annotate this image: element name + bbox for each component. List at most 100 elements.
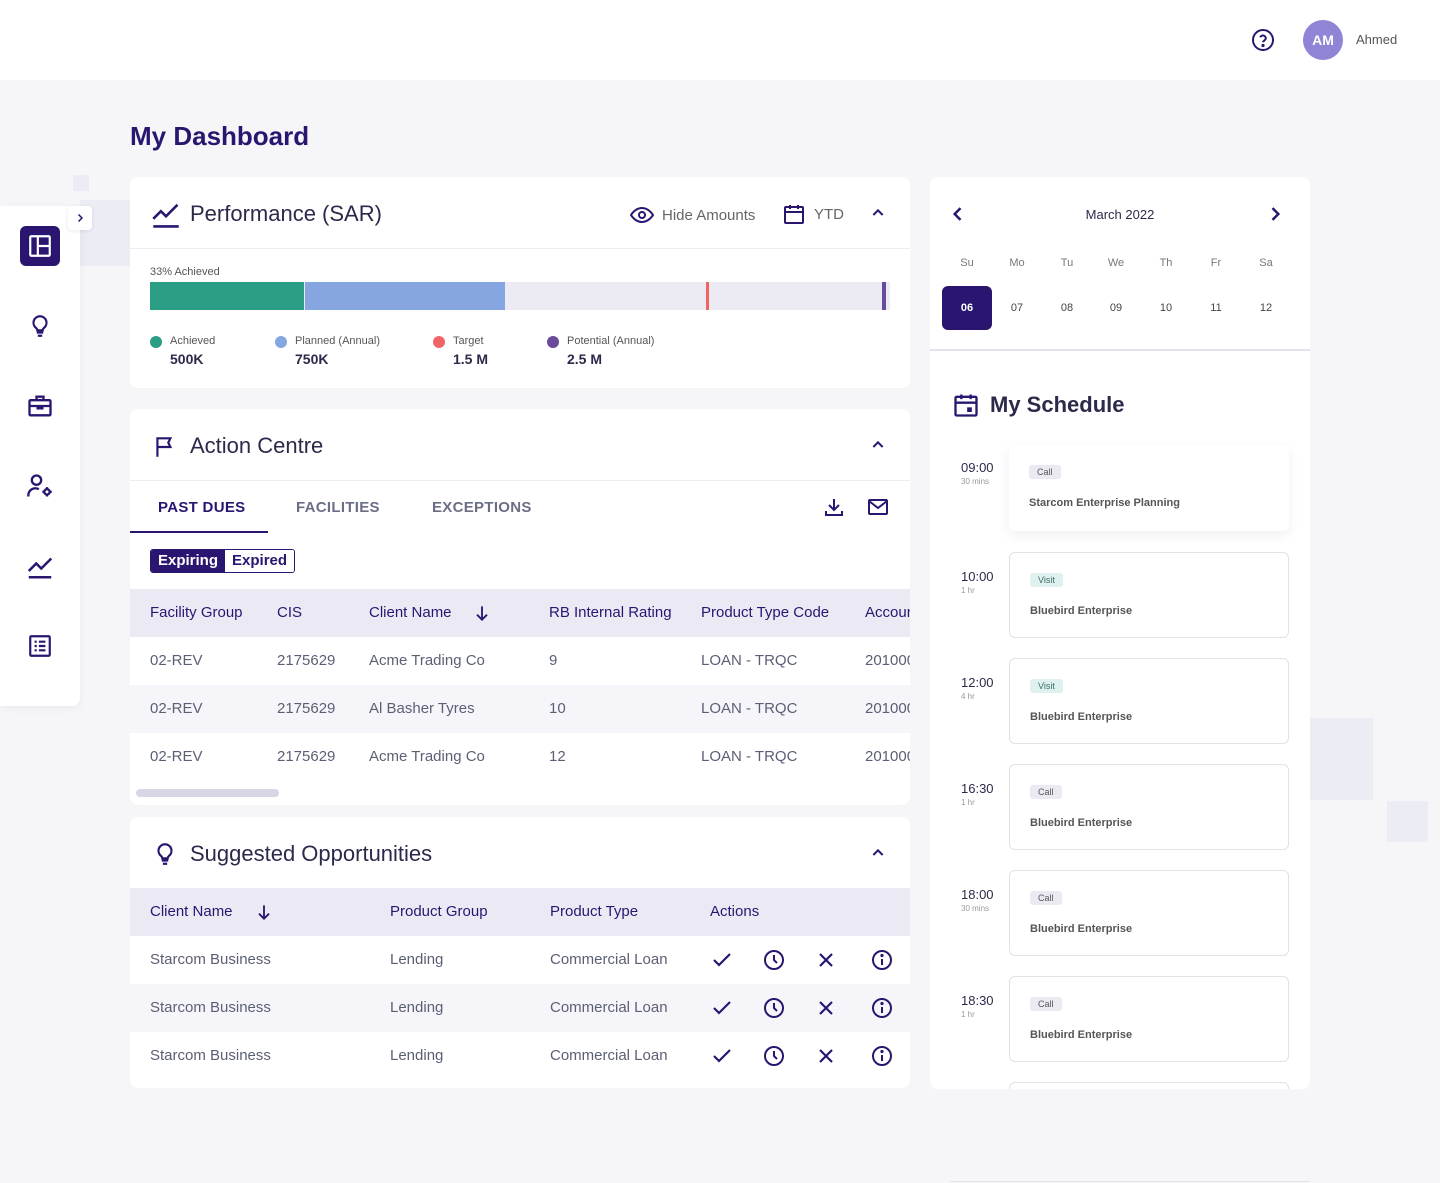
column-header[interactable]: Client Name [369, 604, 452, 621]
performance-card: Performance (SAR) Hide Amounts YTD 33% A… [130, 177, 910, 388]
check-icon[interactable] [710, 948, 734, 972]
legend-label: Potential (Annual) [567, 335, 655, 347]
eye-icon [630, 206, 654, 224]
calendar-day[interactable]: 09 [1109, 302, 1123, 314]
event-card-partial[interactable] [1009, 1082, 1289, 1089]
table-row[interactable]: 02-REV 2175629 Acme Trading Co 12 LOAN -… [130, 733, 910, 781]
calendar-month-label: March 2022 [1085, 207, 1155, 222]
flag-icon [156, 437, 173, 457]
column-header[interactable]: Product Group [390, 903, 488, 920]
event-card[interactable]: Visit Bluebird Enterprise [1009, 552, 1289, 638]
close-icon[interactable] [814, 948, 838, 972]
cell-client-name: Starcom Business [150, 951, 271, 968]
calendar-day[interactable]: 10 [1159, 302, 1173, 314]
tab-exceptions[interactable]: EXCEPTIONS [432, 499, 532, 516]
event-card[interactable]: Call Bluebird Enterprise [1009, 870, 1289, 956]
toggle-expired[interactable]: Expired [225, 550, 295, 572]
cell-account: 2010001 [865, 700, 910, 717]
chevron-left-icon[interactable] [948, 204, 968, 224]
table-row[interactable]: Starcom Business Lending Commercial Loan [130, 1032, 910, 1080]
tab-past-dues[interactable]: PAST DUES [158, 499, 246, 516]
sort-down-icon[interactable] [472, 603, 492, 623]
sidebar-expand-button[interactable] [68, 206, 92, 230]
achieved-percent: 33% Achieved [150, 266, 220, 278]
avatar[interactable]: AM [1303, 20, 1343, 60]
event-title: Bluebird Enterprise [1030, 605, 1133, 617]
calendar-day[interactable]: 08 [1060, 302, 1074, 314]
toggle-expiring[interactable]: Expiring [151, 550, 226, 572]
mail-icon[interactable] [866, 495, 890, 519]
calendar-weekday: Th [1159, 257, 1173, 269]
cell-client-name: Starcom Business [150, 1047, 271, 1064]
column-header[interactable]: Product Type Code [701, 604, 830, 621]
chevron-right-icon[interactable] [1265, 204, 1285, 224]
legend-value: 1.5 M [453, 351, 489, 367]
event-card[interactable]: Call Bluebird Enterprise [1009, 976, 1289, 1062]
event-card[interactable]: Visit Bluebird Enterprise [1009, 658, 1289, 744]
calendar-weekday: Fr [1210, 257, 1222, 269]
download-icon[interactable] [822, 495, 846, 519]
event-time: 10:00 [961, 569, 994, 584]
event-card[interactable]: Call Bluebird Enterprise [1009, 764, 1289, 850]
info-icon[interactable] [870, 948, 894, 972]
column-header[interactable]: Client Name [150, 903, 233, 920]
sort-down-icon[interactable] [254, 902, 274, 922]
schedule-title: My Schedule [990, 392, 1125, 417]
nav-user-settings[interactable] [20, 466, 60, 506]
calendar-weekday: We [1107, 257, 1125, 269]
chevron-up-icon[interactable] [870, 845, 886, 861]
past-dues-table: Facility Group CIS Client Name RB Intern… [130, 589, 910, 781]
table-row[interactable]: Starcom Business Lending Commercial Loan [130, 936, 910, 984]
cell-facility-group: 02-REV [150, 652, 203, 669]
event-time: 18:00 [961, 887, 994, 902]
page-title: My Dashboard [130, 121, 310, 151]
column-header[interactable]: Facility Group [150, 604, 243, 621]
list-icon [29, 635, 51, 657]
chevron-up-icon[interactable] [870, 205, 886, 221]
nav-reports[interactable] [20, 626, 60, 666]
nav-dashboard[interactable] [20, 226, 60, 266]
close-icon[interactable] [814, 996, 838, 1020]
nav-opportunities[interactable] [20, 306, 60, 346]
check-icon[interactable] [710, 996, 734, 1020]
table-row[interactable]: Starcom Business Lending Commercial Loan [130, 984, 910, 1032]
trend-icon [27, 557, 53, 579]
clock-icon[interactable] [762, 996, 786, 1020]
cell-product-group: Lending [390, 999, 444, 1016]
legend-dot [547, 336, 559, 348]
user-gear-icon [27, 474, 52, 497]
calendar-day[interactable]: 07 [1010, 302, 1024, 314]
info-icon[interactable] [870, 1044, 894, 1068]
check-icon[interactable] [710, 1044, 734, 1068]
horizontal-scrollbar[interactable] [136, 789, 279, 797]
clock-icon[interactable] [762, 1044, 786, 1068]
tab-facilities[interactable]: FACILITIES [296, 499, 380, 516]
hide-amounts-label: Hide Amounts [662, 206, 756, 224]
info-icon[interactable] [870, 996, 894, 1020]
event-card[interactable]: Call Starcom Enterprise Planning [1009, 445, 1289, 531]
chevron-right-icon [77, 213, 84, 223]
table-row[interactable]: 02-REV 2175629 Al Basher Tyres 10 LOAN -… [130, 685, 910, 733]
column-header[interactable]: RB Internal Rating [549, 604, 672, 621]
user-name[interactable]: Ahmed [1356, 32, 1398, 47]
table-row[interactable]: 02-REV 2175629 Acme Trading Co 9 LOAN - … [130, 637, 910, 685]
column-header[interactable]: CIS [277, 604, 303, 621]
clock-icon[interactable] [762, 948, 786, 972]
hide-amounts-toggle[interactable]: Hide Amounts [630, 203, 755, 227]
calendar-weekday: Mo [1009, 257, 1025, 269]
nav-performance[interactable] [20, 546, 60, 586]
event-type-badge: Call [1030, 785, 1062, 799]
close-icon[interactable] [814, 1044, 838, 1068]
column-header[interactable]: Account [865, 604, 910, 621]
nav-portfolio[interactable] [20, 386, 60, 426]
period-selector[interactable]: YTD [782, 201, 844, 227]
column-header[interactable]: Product Type [550, 903, 639, 920]
calendar-day[interactable]: 06 [942, 286, 992, 330]
calendar-day[interactable]: 11 [1210, 302, 1222, 314]
event-time: 12:00 [961, 675, 994, 690]
calendar-day[interactable]: 12 [1259, 302, 1273, 314]
cell-product-type: LOAN - TRQC [701, 748, 798, 765]
event-time: 18:30 [961, 993, 994, 1008]
chevron-up-icon[interactable] [870, 437, 886, 453]
help-icon[interactable] [1251, 28, 1275, 52]
